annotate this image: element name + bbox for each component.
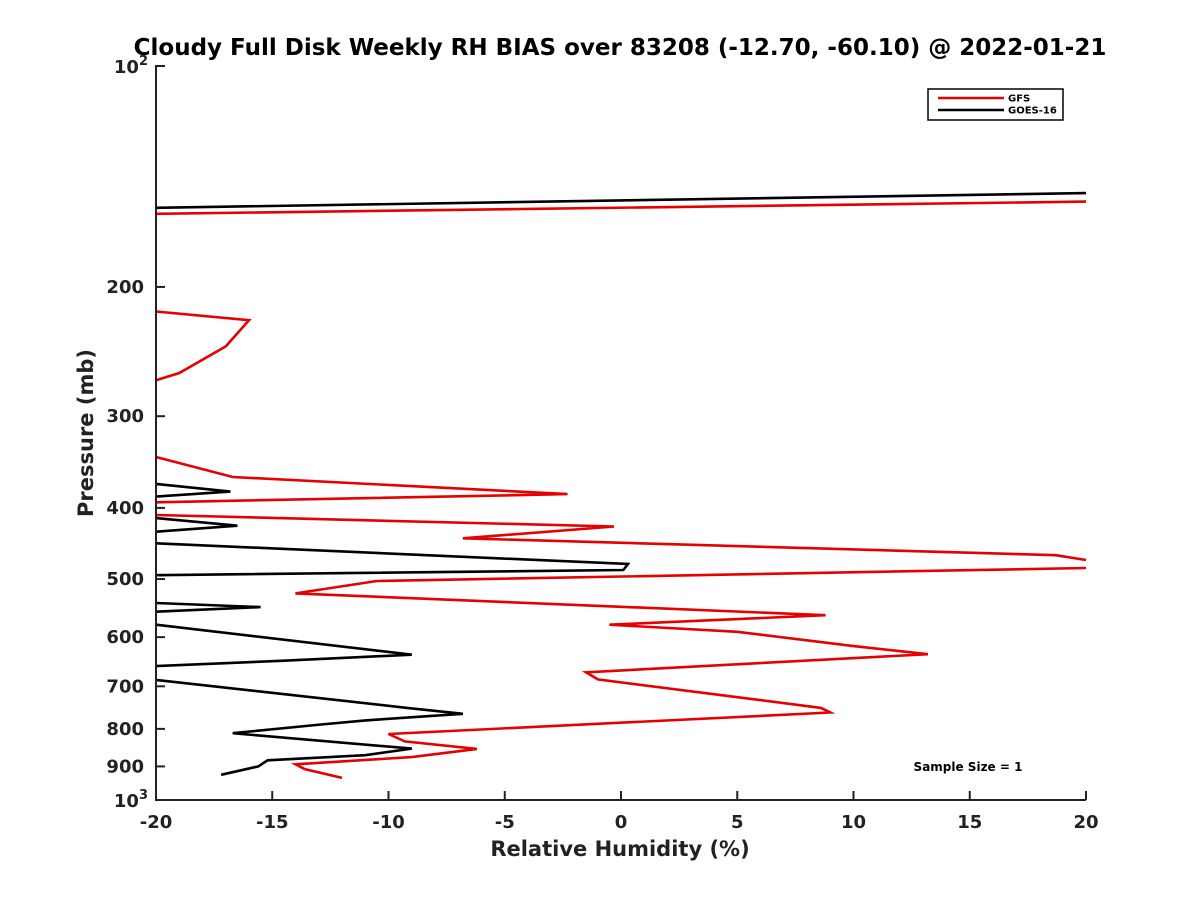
legend-label-goes16: GOES-16 [1008,106,1057,117]
y-axis-label: Pressure (mb) [74,349,98,517]
y-tick-label: 800 [106,719,144,740]
legend-box [927,88,1064,121]
y-tick-label: 900 [106,756,144,777]
series-gfs-line-1 [155,310,252,382]
x-tick-label: 15 [957,812,982,833]
series-goes16-line-0 [155,191,1087,210]
x-tick-label: 10 [841,812,866,833]
sample-size-annotation: Sample Size = 1 [914,760,1023,774]
x-tick-label: -15 [256,812,289,833]
x-axis-label: Relative Humidity (%) [490,837,749,861]
y-tick-label: 300 [106,406,144,427]
series-goes16-line-1 [155,482,231,498]
x-tick-label: -5 [495,812,515,833]
series-goes16-line-5 [155,623,412,668]
series-goes16-line-2 [155,516,238,533]
series-layer [155,191,1087,780]
x-tick-label: 0 [615,812,628,833]
series-gfs-line-2 [155,455,568,504]
series-goes16-line-4 [155,601,261,613]
y-tick-label: 700 [106,676,144,697]
series-gfs-line-4 [290,566,1087,780]
y-tick-label: 102 [114,54,148,78]
series-gfs-line-0 [155,200,1087,216]
x-tick-label: -10 [372,812,405,833]
chart-title: Cloudy Full Disk Weekly RH BIAS over 832… [134,35,1107,61]
y-tick-label: 600 [106,627,144,648]
x-tick-label: -20 [140,812,173,833]
axis-layer: -20 -15 -10 -5 0 5 10 15 20 200 300 400 500 600 700 800… [106,54,1098,833]
series-gfs-line-3 [155,513,1087,562]
y-tick-label: 400 [106,498,144,519]
y-tick-label: 200 [106,277,144,298]
y-tick-label: 103 [114,788,148,812]
legend: GFS GOES-16 [927,88,1064,121]
series-goes16-line-6 [155,678,464,777]
series-goes16-line-3 [155,542,631,577]
x-tick-label: 5 [731,812,744,833]
x-tick-label: 20 [1073,812,1098,833]
legend-label-gfs: GFS [1008,94,1030,105]
y-tick-label: 500 [106,569,144,590]
